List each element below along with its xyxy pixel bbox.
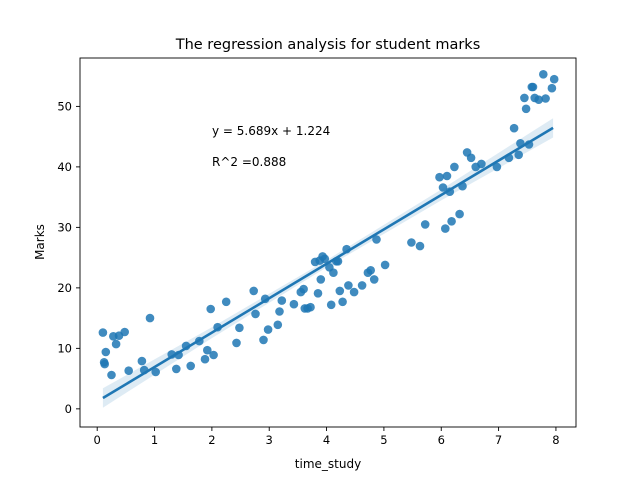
data-point xyxy=(407,238,416,247)
data-point xyxy=(520,93,529,103)
data-point xyxy=(329,268,338,278)
data-point xyxy=(200,354,210,364)
regression-equation-annotation: y = 5.689x + 1.224 xyxy=(212,124,330,138)
x-tick-label: 8 xyxy=(552,433,559,447)
data-point xyxy=(100,359,109,369)
data-point xyxy=(263,325,273,334)
x-tick-label: 2 xyxy=(208,433,215,447)
data-point xyxy=(442,171,452,181)
data-point xyxy=(111,339,121,349)
data-point xyxy=(320,254,330,264)
data-point xyxy=(541,94,550,103)
data-point xyxy=(275,307,284,316)
data-point xyxy=(415,241,425,251)
data-point xyxy=(326,300,336,310)
data-point xyxy=(277,296,287,305)
data-point xyxy=(450,162,459,172)
x-tick-label: 3 xyxy=(266,433,273,447)
data-point xyxy=(145,313,155,323)
data-point xyxy=(357,281,367,290)
x-axis-label: time_study xyxy=(295,457,361,471)
x-tick-label: 4 xyxy=(323,433,330,447)
data-point xyxy=(369,275,379,284)
y-tick-label: 50 xyxy=(57,99,72,113)
data-point xyxy=(151,367,160,377)
data-point xyxy=(549,74,559,84)
data-point xyxy=(539,70,548,79)
data-point xyxy=(521,104,531,114)
axes-frame xyxy=(79,57,577,428)
y-tick-label: 10 xyxy=(57,341,72,355)
data-point xyxy=(335,286,345,296)
data-point xyxy=(209,350,218,360)
data-point xyxy=(101,347,111,357)
data-point xyxy=(186,361,195,371)
chart-title: The regression analysis for student mark… xyxy=(175,37,481,53)
data-point xyxy=(547,83,557,93)
data-point xyxy=(380,260,390,270)
data-point xyxy=(137,356,147,366)
data-point xyxy=(249,286,258,296)
x-tick-label: 7 xyxy=(495,433,502,447)
data-point xyxy=(349,287,359,297)
x-axis-ticks: 0 1 2 3 4 5 6 7 8 xyxy=(94,427,560,447)
data-point xyxy=(477,159,486,169)
data-point xyxy=(120,327,129,337)
data-point xyxy=(435,172,444,182)
data-point xyxy=(232,338,241,348)
data-point xyxy=(221,297,231,307)
x-tick-label: 6 xyxy=(438,433,445,447)
data-point xyxy=(289,299,299,309)
data-point xyxy=(466,153,476,163)
data-point xyxy=(235,323,244,333)
data-point xyxy=(124,366,133,376)
data-point xyxy=(259,335,268,345)
y-axis-label: Marks xyxy=(33,224,47,260)
data-point xyxy=(344,281,353,290)
data-point xyxy=(455,209,464,219)
x-tick-label: 1 xyxy=(151,433,158,447)
x-tick-label: 0 xyxy=(94,433,101,447)
data-point xyxy=(172,364,181,374)
data-point xyxy=(420,220,430,229)
data-point xyxy=(438,183,448,192)
data-point xyxy=(528,82,538,92)
data-point xyxy=(316,275,326,284)
data-point xyxy=(251,309,260,319)
data-point xyxy=(313,289,323,298)
data-point xyxy=(492,162,502,172)
data-point xyxy=(203,345,212,355)
y-tick-label: 20 xyxy=(57,281,72,295)
regression-line xyxy=(102,126,554,400)
data-point xyxy=(441,224,450,233)
data-point xyxy=(534,95,543,104)
y-tick-label: 40 xyxy=(57,160,72,174)
data-point xyxy=(366,266,376,275)
data-point xyxy=(107,370,116,380)
data-point xyxy=(273,320,283,330)
data-point xyxy=(509,123,519,133)
y-tick-label: 30 xyxy=(57,220,72,234)
data-point xyxy=(98,328,108,337)
r-squared-annotation: R^2 =0.888 xyxy=(212,155,286,169)
x-tick-label: 5 xyxy=(380,433,387,447)
data-point xyxy=(447,217,456,226)
data-point xyxy=(514,150,523,160)
data-point xyxy=(372,235,381,244)
data-point xyxy=(306,302,315,312)
data-point xyxy=(206,304,215,314)
plot-area xyxy=(98,70,559,408)
y-tick-label: 0 xyxy=(65,402,72,416)
data-point xyxy=(299,284,308,294)
data-point xyxy=(338,297,347,307)
y-axis-ticks: 0 10 20 30 40 50 xyxy=(57,99,80,416)
